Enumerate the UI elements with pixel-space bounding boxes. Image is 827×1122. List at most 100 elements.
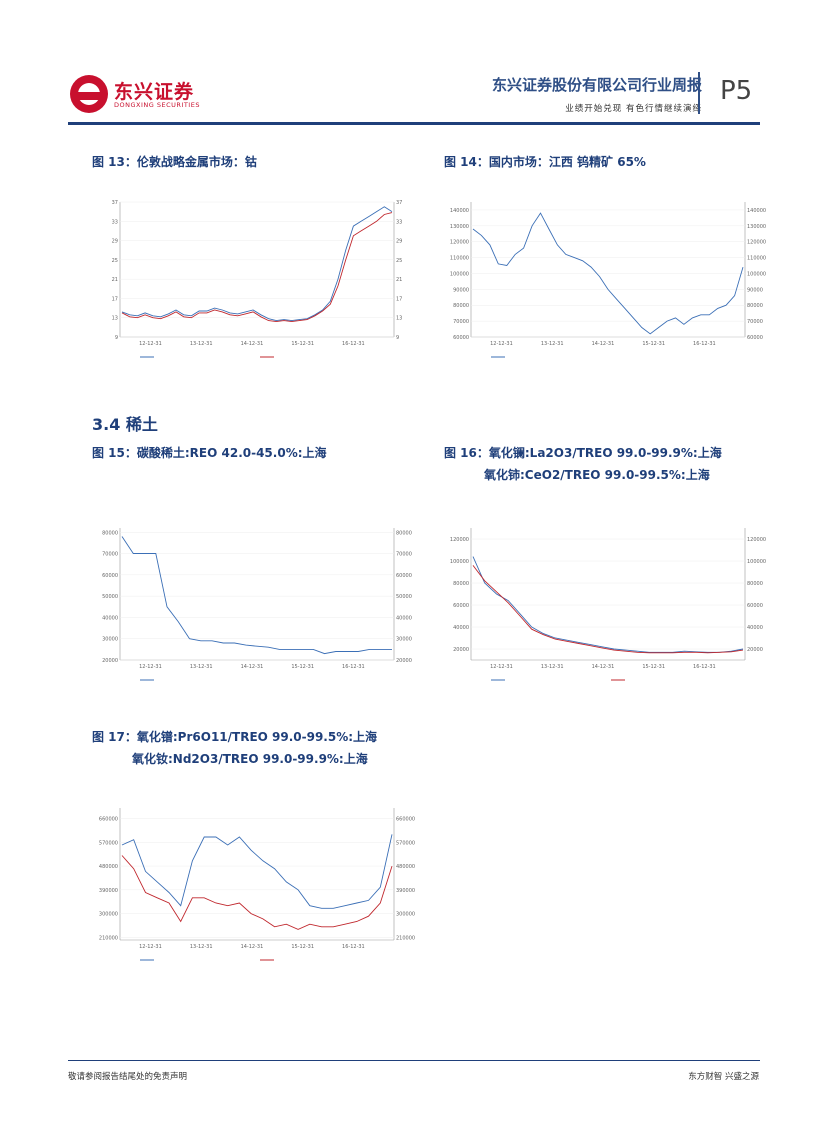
fig17-chart: 210000 210000 300000 300000 390000 390000 4800… <box>92 798 422 970</box>
x-tick-label: 12-12-31 <box>139 341 162 347</box>
x-tick-label: 16-12-31 <box>342 944 365 950</box>
x-tick-label: 14-12-31 <box>241 944 264 950</box>
y-tick-label-left: 480000 <box>99 864 118 870</box>
fig16-caption-line1: 图 16：氧化镧:La2O3/TREO 99.0-99.9%:上海 <box>444 446 722 460</box>
y-tick-label-right: 210000 <box>396 935 415 941</box>
footer-disclaimer: 敬请参阅报告结尾处的免责声明 <box>68 1072 188 1082</box>
section-title: 3.4 稀土 <box>92 415 158 434</box>
y-tick-label-left: 17 <box>112 296 118 302</box>
y-tick-label-right: 120000 <box>747 240 766 246</box>
series-line-1 <box>472 212 744 335</box>
x-tick-label: 16-12-31 <box>693 341 716 347</box>
header-divider <box>698 72 700 114</box>
x-tick-label: 13-12-31 <box>190 664 213 670</box>
y-tick-label-right: 40000 <box>747 625 763 631</box>
y-tick-label-right: 17 <box>396 296 402 302</box>
y-tick-label-right: 60000 <box>747 335 763 341</box>
y-tick-label-left: 390000 <box>99 888 118 894</box>
y-tick-label-left: 120000 <box>450 240 469 246</box>
series-line-1 <box>121 206 393 322</box>
y-tick-label-left: 40000 <box>453 625 469 631</box>
y-tick-label-right: 80000 <box>396 530 412 536</box>
fig16-svg: 20000 20000 40000 40000 60000 60000 80000 80000… <box>450 528 766 681</box>
fig13-svg: 9 9 13 13 17 17 21 21 25 25 29 29 33 33 37 37 12-12-31 13… <box>112 200 402 358</box>
y-tick-label-left: 13 <box>112 316 118 322</box>
series-line-1 <box>472 556 744 653</box>
y-tick-label-left: 80000 <box>453 581 469 587</box>
y-tick-label-left: 120000 <box>450 537 469 543</box>
logo-wave <box>73 92 105 100</box>
y-tick-label-left: 50000 <box>102 594 118 600</box>
y-tick-label-right: 50000 <box>396 594 412 600</box>
fig14-svg: 60000 60000 70000 70000 80000 80000 90000 90000… <box>450 202 766 358</box>
y-tick-label-right: 20000 <box>747 647 763 653</box>
x-tick-label: 12-12-31 <box>139 664 162 670</box>
y-tick-label-right: 29 <box>396 239 402 245</box>
y-tick-label-right: 100000 <box>747 559 766 565</box>
y-tick-label-left: 40000 <box>102 615 118 621</box>
x-tick-label: 15-12-31 <box>291 664 314 670</box>
y-tick-label-left: 70000 <box>453 319 469 325</box>
x-tick-label: 13-12-31 <box>541 341 564 347</box>
fig14-chart: 60000 60000 70000 70000 80000 80000 90000 90000… <box>443 192 773 367</box>
page-number: P5 <box>720 76 753 106</box>
y-tick-label-left: 80000 <box>453 303 469 309</box>
y-tick-label-left: 60000 <box>453 335 469 341</box>
x-tick-label: 16-12-31 <box>693 664 716 670</box>
report-title: 东兴证券股份有限公司行业周报 <box>491 76 702 94</box>
y-tick-label-right: 60000 <box>747 603 763 609</box>
x-tick-label: 15-12-31 <box>291 944 314 950</box>
fig17-caption-line1: 图 17：氧化镨:Pr6O11/TREO 99.0-99.5%:上海 <box>92 730 378 744</box>
fig16-caption-line2: 氧化铈:CeO2/TREO 99.0-99.5%:上海 <box>484 468 710 482</box>
fig17-svg: 210000 210000 300000 300000 390000 390000 4800… <box>99 808 415 961</box>
y-tick-label-right: 80000 <box>747 581 763 587</box>
y-tick-label-left: 9 <box>115 335 118 341</box>
y-tick-label-right: 70000 <box>747 319 763 325</box>
logo-text-cn: 东兴证券 <box>114 81 195 103</box>
y-tick-label-right: 120000 <box>747 537 766 543</box>
logo-text-en: DONGXING SECURITIES <box>114 101 200 109</box>
x-tick-label: 16-12-31 <box>342 341 365 347</box>
y-tick-label-left: 29 <box>112 239 118 245</box>
y-tick-label-right: 21 <box>396 277 402 283</box>
y-tick-label-right: 37 <box>396 200 402 206</box>
report-subtitle: 业绩开始兑现 有色行情继续演绎 <box>565 104 702 114</box>
x-tick-label: 13-12-31 <box>190 341 213 347</box>
y-tick-label-left: 140000 <box>450 208 469 214</box>
series-line-2 <box>472 565 744 654</box>
fig13-caption: 图 13：伦敦战略金属市场：钴 <box>92 155 257 169</box>
series-line-2 <box>121 212 393 323</box>
y-tick-label-right: 480000 <box>396 864 415 870</box>
y-tick-label-left: 20000 <box>102 658 118 664</box>
y-tick-label-right: 13 <box>396 316 402 322</box>
y-tick-label-right: 20000 <box>396 658 412 664</box>
y-tick-label-left: 37 <box>112 200 118 206</box>
y-tick-label-right: 130000 <box>747 224 766 230</box>
x-tick-label: 15-12-31 <box>642 341 665 347</box>
y-tick-label-right: 570000 <box>396 840 415 846</box>
y-tick-label-right: 9 <box>396 335 399 341</box>
y-tick-label-right: 140000 <box>747 208 766 214</box>
y-tick-label-left: 100000 <box>450 271 469 277</box>
fig17-caption-line2: 氧化钕:Nd2O3/TREO 99.0-99.9%:上海 <box>132 752 368 766</box>
x-tick-label: 15-12-31 <box>291 341 314 347</box>
fig14-caption: 图 14：国内市场：江西 钨精矿 65% <box>444 155 646 169</box>
y-tick-label-right: 33 <box>396 219 402 225</box>
x-tick-label: 13-12-31 <box>190 944 213 950</box>
footer-slogan: 东方财智 兴盛之源 <box>688 1072 759 1082</box>
y-tick-label-left: 30000 <box>102 637 118 643</box>
y-tick-label-right: 25 <box>396 258 402 264</box>
fig15-svg: 20000 20000 30000 30000 40000 40000 50000 50000… <box>102 528 412 681</box>
series-line-1 <box>121 536 392 655</box>
y-tick-label-right: 70000 <box>396 552 412 558</box>
y-tick-label-left: 33 <box>112 219 118 225</box>
y-tick-label-left: 130000 <box>450 224 469 230</box>
x-tick-label: 15-12-31 <box>642 664 665 670</box>
y-tick-label-left: 20000 <box>453 647 469 653</box>
y-tick-label-left: 300000 <box>99 912 118 918</box>
x-tick-label: 12-12-31 <box>490 341 513 347</box>
y-tick-label-left: 21 <box>112 277 118 283</box>
footer-rule <box>68 1060 760 1061</box>
x-tick-label: 14-12-31 <box>592 341 615 347</box>
y-tick-label-right: 90000 <box>747 287 763 293</box>
